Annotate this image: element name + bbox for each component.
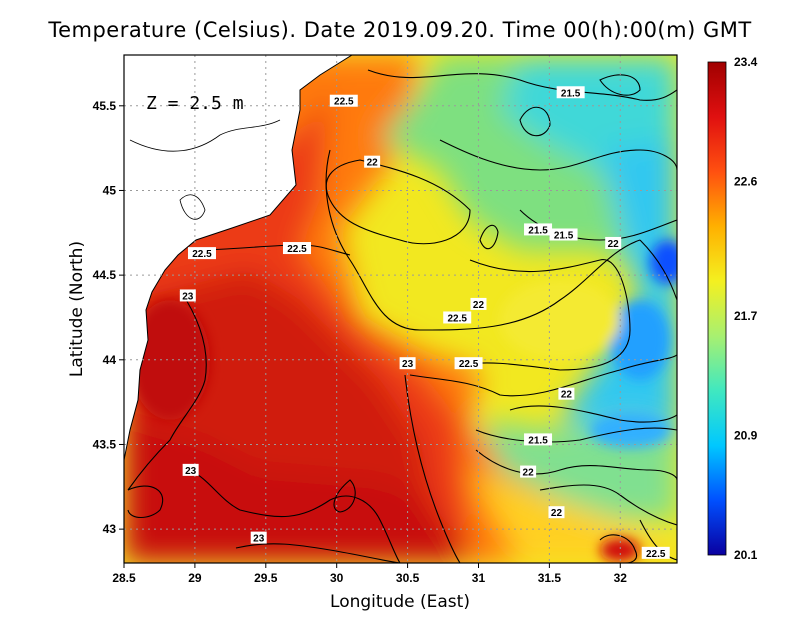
contour-label: 21.5 [528,435,548,446]
contour-label: 22 [367,158,379,169]
x-tick-label: 30.5 [396,571,420,585]
colorbar [708,62,726,555]
y-tick-label: 44 [103,353,117,367]
contour-label: 21.5 [528,225,548,236]
y-axis-ticks: 43 43.5 44 44.5 45 45.5 [93,99,124,536]
contour-label: 22.5 [447,313,467,324]
contour-label: 23 [185,466,197,477]
y-tick-label: 43.5 [93,437,117,451]
contour-label: 22 [473,300,485,311]
contour-label: 22.5 [459,359,479,370]
contour-label: 22.5 [646,549,666,560]
contour-label: 21.5 [561,88,581,99]
x-tick-label: 28.5 [112,571,136,585]
colorbar-tick-label: 22.6 [734,175,758,189]
field-blue-streak [610,300,670,380]
contour-label: 22.5 [192,249,212,260]
contour-label: 22 [608,239,620,250]
contour-label: 23 [402,359,414,370]
y-tick-label: 45 [103,183,117,197]
contour-label: 23 [182,291,194,302]
contour-label: 22.5 [287,244,307,255]
x-axis-ticks: 28.5 29 29.5 30 30.5 31 31.5 32 [112,563,627,585]
colorbar-tick-label: 20.9 [734,428,758,442]
contour-label: 21.5 [554,230,574,241]
x-axis-label: Longitude (East) [330,592,470,612]
field-yellow-tongue [500,280,620,360]
x-tick-label: 30 [330,571,344,585]
colorbar-tick-label: 21.7 [734,309,758,323]
x-tick-label: 31.5 [538,571,562,585]
contour-label: 22 [551,508,563,519]
x-tick-label: 29 [188,571,202,585]
field-blue-core [650,240,686,284]
colorbar-tick-label: 23.4 [734,55,758,69]
y-tick-label: 43 [103,522,117,536]
x-tick-label: 31 [472,571,486,585]
colorbar-ticks: 23.4 22.6 21.7 20.9 20.1 [734,55,758,562]
y-tick-label: 44.5 [93,268,117,282]
colorbar-tick-label: 20.1 [734,548,758,562]
x-tick-label: 29.5 [254,571,278,585]
contour-label: 22.5 [334,97,354,108]
contour-label: 22 [523,468,535,479]
contour-label: 22 [561,390,573,401]
y-axis-label: Latitude (North) [67,241,87,377]
temperature-field [124,55,686,563]
contour-label: 23 [253,534,265,545]
y-tick-label: 45.5 [93,99,117,113]
depth-annotation: Z = 2.5 m [146,93,244,114]
x-tick-label: 32 [614,571,628,585]
